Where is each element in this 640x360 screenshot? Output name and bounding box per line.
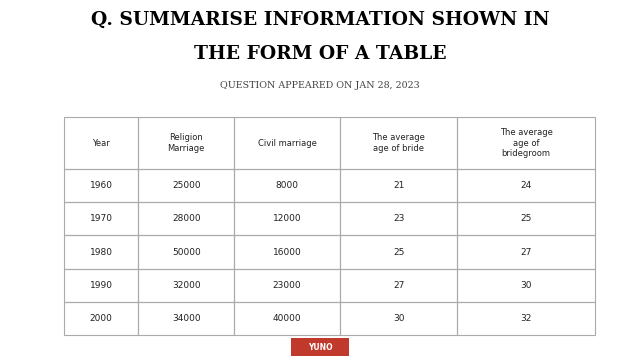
Text: Religion
Marriage: Religion Marriage [168, 134, 205, 153]
Text: 1960: 1960 [90, 181, 113, 190]
Text: 27: 27 [393, 281, 404, 290]
Bar [64, 269, 138, 302]
Bar [234, 169, 340, 202]
Text: 1970: 1970 [90, 215, 113, 224]
Bar [138, 169, 234, 202]
Text: 50000: 50000 [172, 248, 200, 257]
Text: 25: 25 [520, 215, 532, 224]
Bar [234, 269, 340, 302]
Text: 25000: 25000 [172, 181, 200, 190]
Text: 28000: 28000 [172, 215, 200, 224]
Text: YUNO: YUNO [308, 343, 332, 352]
Text: The average
age of
bridegroom: The average age of bridegroom [500, 128, 552, 158]
Bar [234, 302, 340, 335]
Text: 21: 21 [393, 181, 404, 190]
Text: Q. SUMMARISE INFORMATION SHOWN IN: Q. SUMMARISE INFORMATION SHOWN IN [91, 11, 549, 29]
Text: 40000: 40000 [273, 314, 301, 323]
Text: 30: 30 [393, 314, 404, 323]
Bar [457, 202, 595, 235]
Text: Year: Year [92, 139, 110, 148]
Text: 1990: 1990 [90, 281, 113, 290]
Text: 25: 25 [393, 248, 404, 257]
Bar [64, 169, 138, 202]
Bar [64, 202, 138, 235]
Text: 34000: 34000 [172, 314, 200, 323]
Text: 23: 23 [393, 215, 404, 224]
Bar [457, 302, 595, 335]
Bar [64, 117, 138, 169]
Text: 16000: 16000 [273, 248, 301, 257]
Text: 12000: 12000 [273, 215, 301, 224]
Bar [340, 169, 457, 202]
Bar [340, 269, 457, 302]
Bar [340, 302, 457, 335]
Text: The average
age of bride: The average age of bride [372, 134, 425, 153]
Text: 2000: 2000 [90, 314, 113, 323]
FancyBboxPatch shape [291, 338, 349, 356]
Bar [138, 117, 234, 169]
Text: 32000: 32000 [172, 281, 200, 290]
Text: 8000: 8000 [276, 181, 299, 190]
Bar [340, 117, 457, 169]
Text: THE FORM OF A TABLE: THE FORM OF A TABLE [194, 45, 446, 63]
Bar [64, 302, 138, 335]
Bar [138, 235, 234, 269]
Text: 32: 32 [520, 314, 532, 323]
Bar [138, 302, 234, 335]
Bar [457, 169, 595, 202]
Bar [340, 202, 457, 235]
Text: 24: 24 [520, 181, 532, 190]
Text: 23000: 23000 [273, 281, 301, 290]
Bar [457, 235, 595, 269]
Bar [138, 269, 234, 302]
Bar [234, 235, 340, 269]
Text: QUESTION APPEARED ON JAN 28, 2023: QUESTION APPEARED ON JAN 28, 2023 [220, 81, 420, 90]
Bar [234, 202, 340, 235]
Bar [340, 235, 457, 269]
Bar [64, 235, 138, 269]
Text: Civil marriage: Civil marriage [258, 139, 317, 148]
Bar [457, 117, 595, 169]
Bar [138, 202, 234, 235]
Bar [234, 117, 340, 169]
Text: 27: 27 [520, 248, 532, 257]
Text: 1980: 1980 [90, 248, 113, 257]
Bar [457, 269, 595, 302]
Text: 30: 30 [520, 281, 532, 290]
